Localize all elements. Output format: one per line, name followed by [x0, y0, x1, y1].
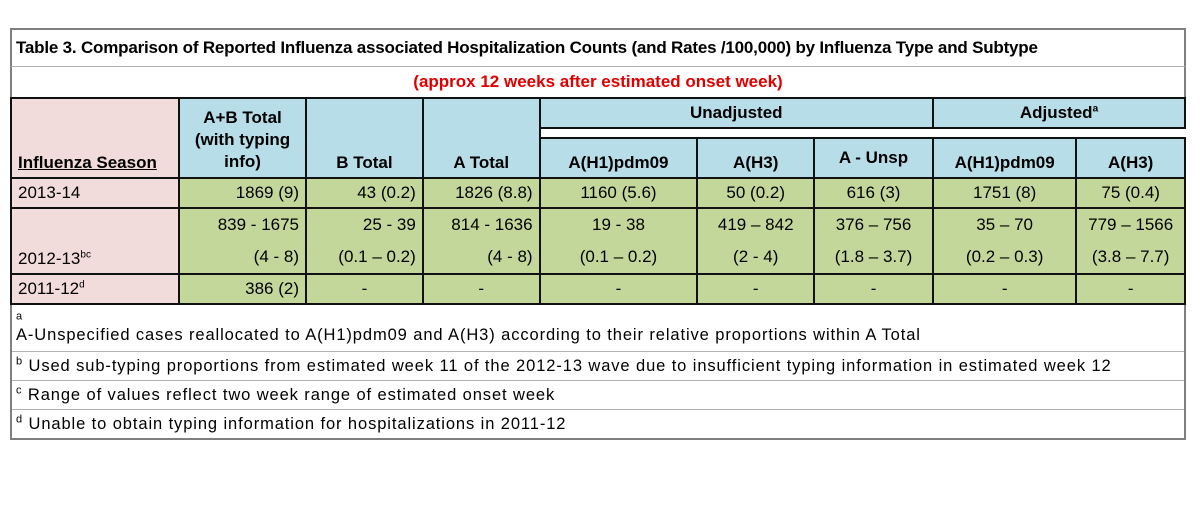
- cell-unadj-h3: 419 – 842 (2 - 4): [696, 207, 816, 275]
- cell-ab-total: 386 (2): [177, 273, 308, 305]
- cell-adj-h1: -: [931, 273, 1078, 305]
- cell-b-total: -: [305, 273, 424, 305]
- footnote-text: Range of values reflect two week range o…: [27, 386, 556, 404]
- header-adj-h3: A(H3): [1075, 137, 1186, 179]
- header-adj-h1: A(H1)pdm09: [931, 137, 1078, 179]
- row-season: 2013-14: [10, 177, 180, 209]
- cell-unadj-h1: -: [538, 273, 699, 305]
- table-subtitle: (approx 12 weeks after estimated onset w…: [10, 67, 1186, 97]
- footnote-b: b Used sub-typing proportions from estim…: [12, 351, 1184, 380]
- cell-a-total: -: [421, 273, 541, 305]
- header-adjusted: Adjusteda: [931, 97, 1187, 129]
- cell-unadj-unsp: 376 – 756 (1.8 – 3.7): [813, 207, 934, 275]
- header-adjusted-sup: a: [1092, 103, 1099, 115]
- header-ab-total-line3: info): [224, 152, 261, 171]
- data-table: Influenza Season A+B Total (with typing …: [10, 97, 1187, 305]
- hospitalization-table-figure: Table 3. Comparison of Reported Influenz…: [10, 28, 1187, 440]
- header-unadj-h3: A(H3): [696, 137, 816, 179]
- footnote-mark: c: [16, 384, 23, 397]
- header-adjusted-label: Adjusted: [1019, 103, 1093, 122]
- footnote-mark: d: [16, 413, 24, 426]
- cell-a-total: 814 - 1636 (4 - 8): [421, 207, 541, 275]
- header-ab-total-line2: (with typing: [194, 130, 291, 149]
- cell-unadj-h3: -: [696, 273, 816, 305]
- cell-unadj-h1: 1160 (5.6): [538, 177, 699, 209]
- footnote-text: A-Unspecified cases reallocated to A(H1)…: [16, 326, 921, 344]
- footnote-a: a A-Unspecified cases reallocated to A(H…: [12, 305, 1184, 351]
- header-unadj-unsp: A - Unsp: [813, 137, 934, 179]
- table-row: 2012-13bc 839 - 1675 (4 - 8) 25 - 39 (0.1 …: [10, 207, 1186, 275]
- row-season: 2011-12d: [10, 273, 180, 305]
- cell-b-total: 25 - 39 (0.1 – 0.2): [305, 207, 424, 275]
- cell-adj-h3: 75 (0.4): [1075, 177, 1186, 209]
- cell-b-total: 43 (0.2): [305, 177, 424, 209]
- header-ab-total-line1: A+B Total: [203, 108, 282, 127]
- footnote-d: d Unable to obtain typing information fo…: [12, 409, 1184, 438]
- cell-adj-h1: 35 – 70 (0.2 – 0.3): [931, 207, 1078, 275]
- cell-unadj-h1: 19 - 38 (0.1 – 0.2): [538, 207, 699, 275]
- table-row: 2011-12d 386 (2) - - - - - - -: [10, 273, 1186, 305]
- cell-adj-h3: -: [1075, 273, 1186, 305]
- header-season: Influenza Season: [10, 97, 180, 179]
- cell-a-total: 1826 (8.8): [421, 177, 541, 209]
- header-ab-total: A+B Total (with typing info): [177, 97, 308, 179]
- cell-ab-total: 839 - 1675 (4 - 8): [177, 207, 308, 275]
- cell-ab-total: 1869 (9): [177, 177, 308, 209]
- cell-adj-h1: 1751 (8): [931, 177, 1078, 209]
- cell-unadj-unsp: 616 (3): [813, 177, 934, 209]
- cell-unadj-unsp: -: [813, 273, 934, 305]
- table-title: Table 3. Comparison of Reported Influenz…: [10, 28, 1186, 67]
- header-b-total: B Total: [305, 97, 424, 179]
- footnote-mark: a: [16, 310, 24, 323]
- footnote-c: c Range of values reflect two week range…: [12, 380, 1184, 409]
- cell-unadj-h3: 50 (0.2): [696, 177, 816, 209]
- footnote-text: Used sub-typing proportions from estimat…: [28, 357, 1112, 375]
- row-season: 2012-13bc: [10, 207, 180, 275]
- header-a-total: A Total: [421, 97, 541, 179]
- header-unadj-h1: A(H1)pdm09: [538, 137, 699, 179]
- footnote-mark: b: [16, 355, 24, 368]
- header-unadjusted: Unadjusted: [538, 97, 934, 129]
- footnote-text: Unable to obtain typing information for …: [28, 415, 567, 433]
- footnotes: a A-Unspecified cases reallocated to A(H…: [10, 305, 1186, 440]
- cell-adj-h3: 779 – 1566 (3.8 – 7.7): [1075, 207, 1186, 275]
- table-row: 2013-14 1869 (9) 43 (0.2) 1826 (8.8) 116…: [10, 177, 1186, 209]
